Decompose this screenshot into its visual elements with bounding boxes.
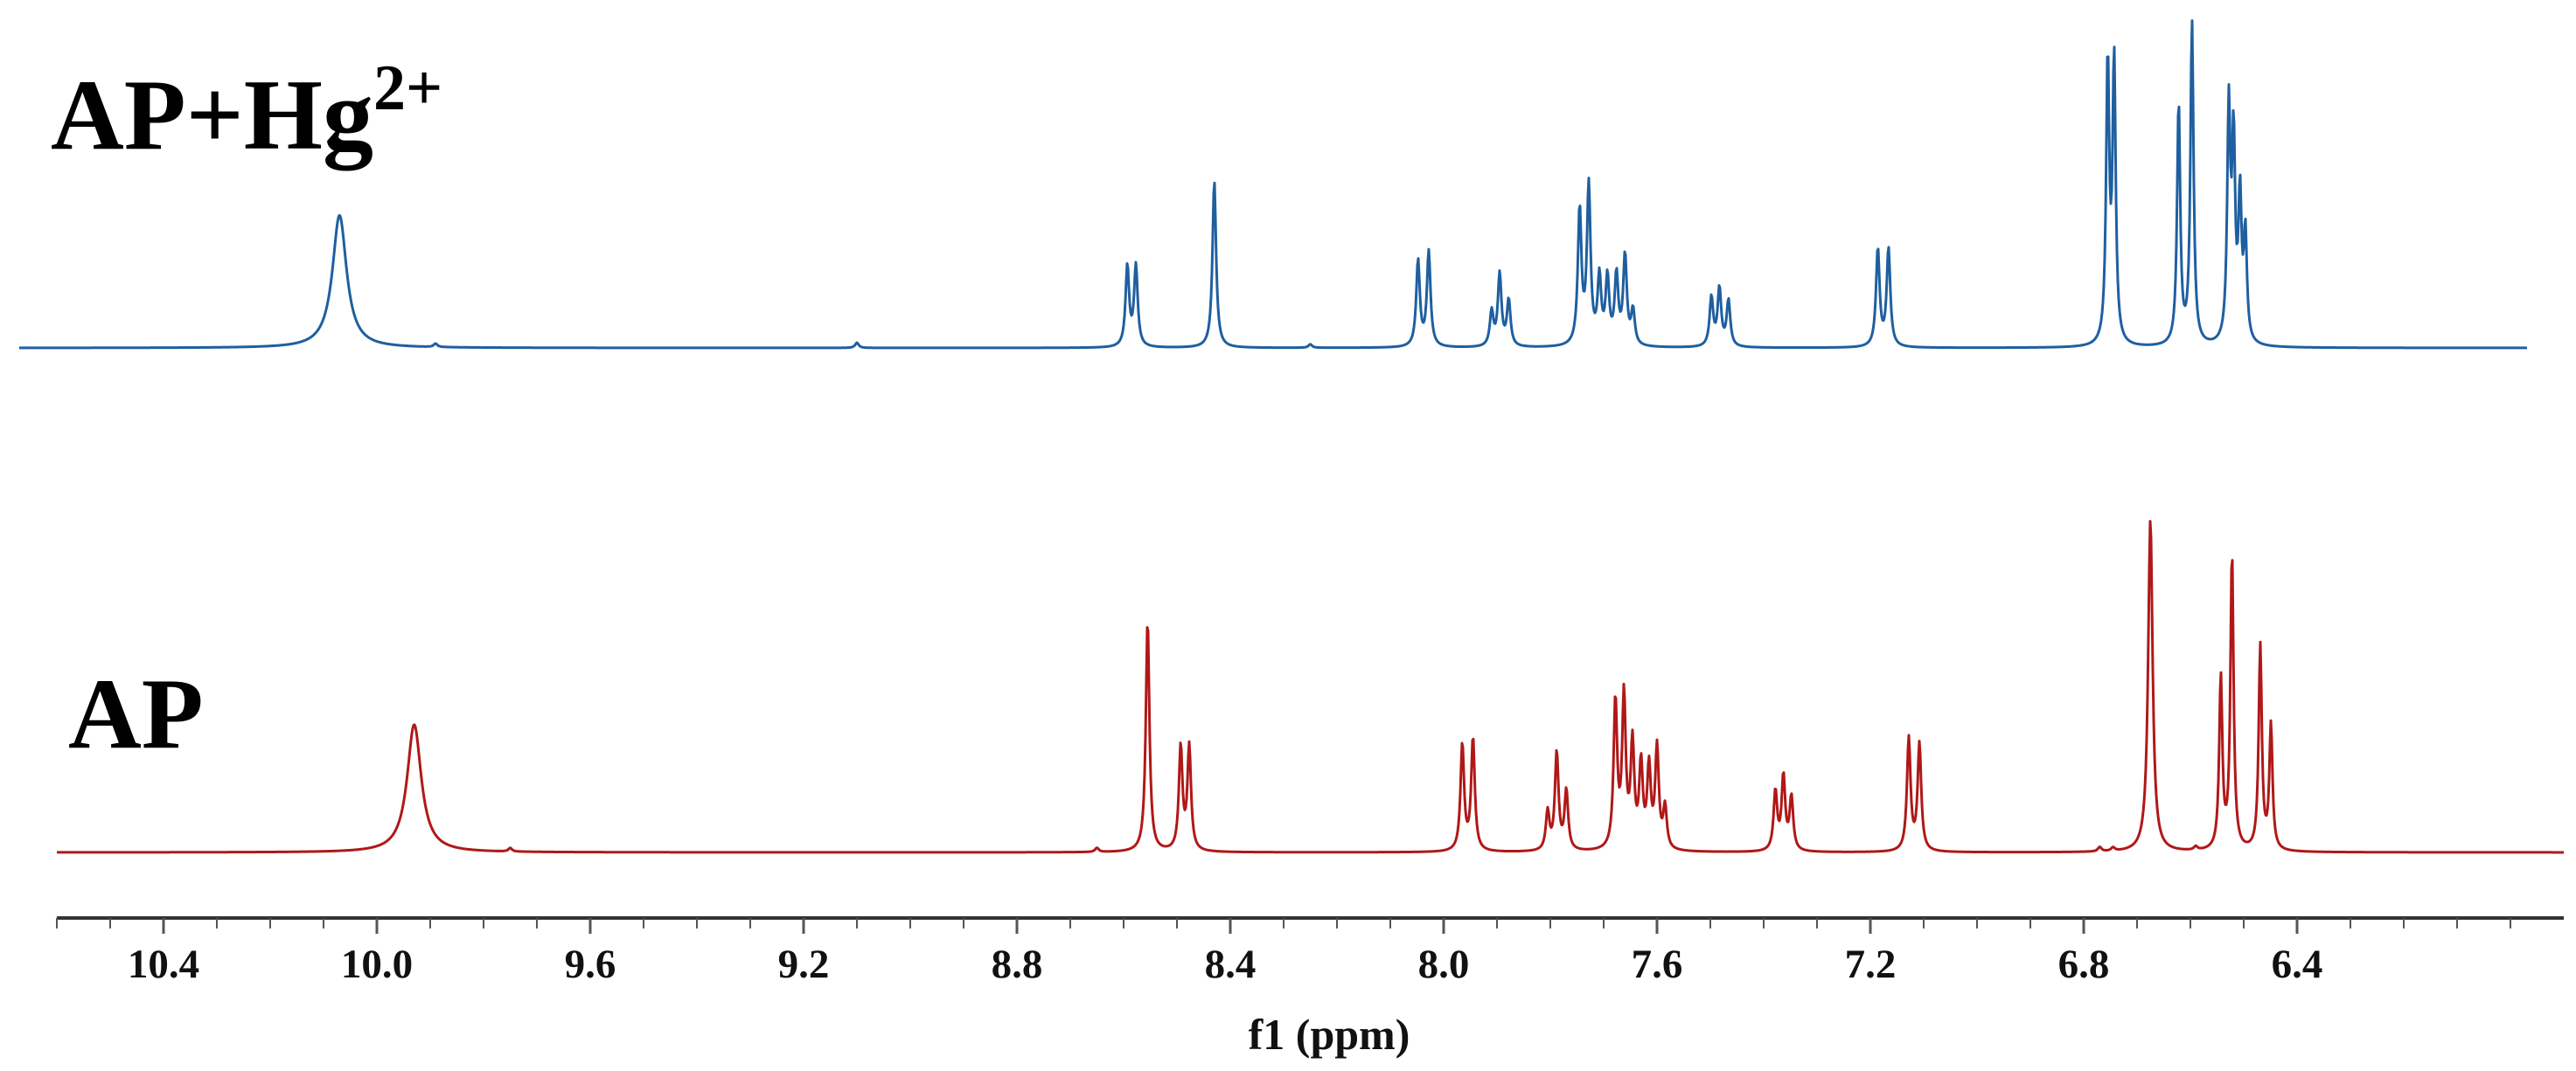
x-tick-label: 10.0: [341, 942, 413, 987]
x-tick-label: 7.6: [1632, 942, 1683, 987]
x-tick-label: 8.0: [1418, 942, 1470, 987]
x-tick-label: 8.4: [1205, 942, 1257, 987]
x-tick-label: 7.2: [1845, 942, 1897, 987]
x-tick-label: 10.4: [128, 942, 199, 987]
x-axis-ticks: [56, 918, 2511, 934]
x-tick-label: 6.8: [2058, 942, 2110, 987]
series-label-ap-hg: AP+Hg2+: [51, 52, 442, 171]
series-label-ap: AP: [68, 658, 204, 770]
ap-hg-spectrum-trace: [18, 19, 2528, 350]
x-tick-label: 8.8: [992, 942, 1043, 987]
x-tick-label: 9.6: [565, 942, 616, 987]
x-tick-label: 9.2: [778, 942, 830, 987]
x-axis-tick-labels: 10.4 10.0 9.6 9.2 8.8 8.4 8.0 7.6 7.2 6.8 6.4: [128, 942, 2323, 987]
ap-spectrum-trace: [56, 519, 2565, 854]
x-tick-label: 6.4: [2272, 942, 2323, 987]
x-axis-title: f1 (ppm): [1249, 1010, 1410, 1059]
